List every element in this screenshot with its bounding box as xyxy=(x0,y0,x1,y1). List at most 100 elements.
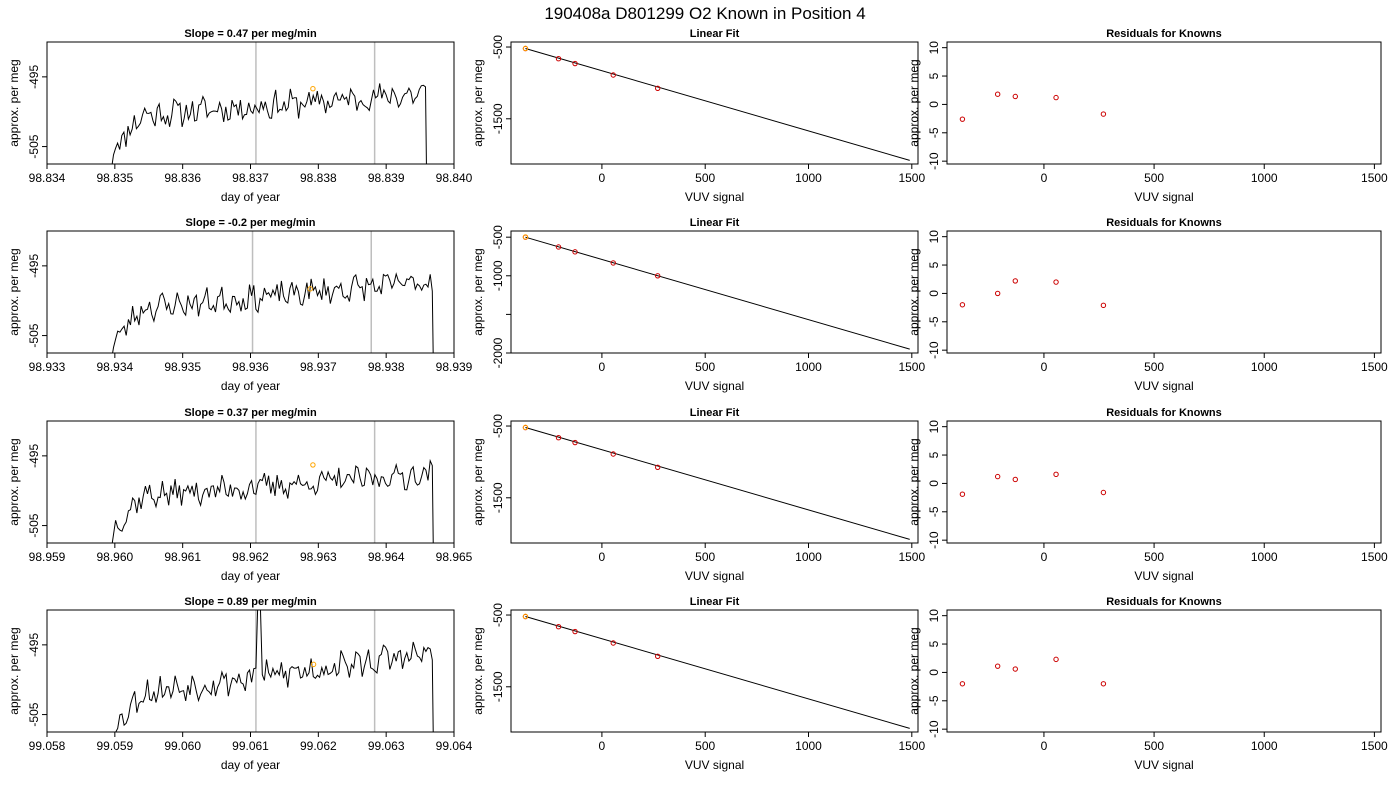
x-tick-label: 99.063 xyxy=(368,739,405,753)
y-axis-label: approx. per meg xyxy=(7,59,21,146)
signal-trace xyxy=(112,272,434,353)
mean-marker xyxy=(307,286,313,292)
data-point xyxy=(959,116,966,122)
x-tick-label: 0 xyxy=(599,739,606,753)
y-axis-label: approx. per meg xyxy=(907,438,921,525)
plot-frame xyxy=(46,230,455,354)
data-point xyxy=(610,640,616,646)
x-axis-label: VUV signal xyxy=(1134,379,1193,393)
x-tick-label: 1000 xyxy=(1251,360,1278,374)
data-point xyxy=(1053,471,1059,478)
x-tick-label: 99.061 xyxy=(232,739,269,753)
data-point xyxy=(994,290,1001,297)
x-tick-label: 1000 xyxy=(1251,739,1278,753)
data-point xyxy=(1100,489,1107,496)
chart-panel-4: Slope = -0.2 per meg/min day of year appro… xyxy=(7,217,473,393)
y-tick-label: -5 xyxy=(927,506,941,517)
x-tick-label: 0 xyxy=(1041,171,1048,185)
x-tick-label: 1000 xyxy=(795,550,822,564)
data-point xyxy=(1053,279,1059,285)
plot-frame xyxy=(946,420,1382,544)
y-tick-label: -495 xyxy=(27,254,41,278)
y-tick-label: -5 xyxy=(927,316,941,327)
x-axis-label: VUV signal xyxy=(1134,569,1193,583)
x-tick-label: 500 xyxy=(695,171,715,185)
x-tick-label: 98.959 xyxy=(29,550,66,564)
plot-frame xyxy=(510,420,919,544)
x-tick-label: 500 xyxy=(695,360,715,374)
data-point xyxy=(610,72,616,78)
signal-trace xyxy=(111,458,434,543)
chart-title: Residuals for Knowns xyxy=(1106,217,1222,229)
y-tick-label: -505 xyxy=(27,702,41,726)
x-tick-label: 98.935 xyxy=(164,360,201,374)
x-tick-label: 1500 xyxy=(1361,739,1388,753)
x-axis-label: day of year xyxy=(221,569,280,583)
data-point xyxy=(654,464,661,470)
data-point xyxy=(1012,93,1018,100)
fit-line xyxy=(525,47,910,161)
plot-area xyxy=(522,613,910,729)
data-point xyxy=(572,628,578,635)
x-tick-label: 1500 xyxy=(1361,360,1388,374)
y-tick-label: -495 xyxy=(27,65,41,89)
y-tick-label: 5 xyxy=(927,261,941,268)
fit-line xyxy=(525,426,910,540)
y-tick-label: -1500 xyxy=(491,482,505,513)
chart-panel-3: Residuals for Knowns VUV signal approx. pe… xyxy=(907,28,1388,204)
x-axis-label: VUV signal xyxy=(685,379,744,393)
plot-area xyxy=(522,424,910,540)
x-tick-label: 500 xyxy=(1144,171,1164,185)
x-tick-label: 98.936 xyxy=(232,360,269,374)
chart-panel-6: Residuals for Knowns VUV signal approx. pe… xyxy=(907,217,1388,393)
x-axis-label: VUV signal xyxy=(1134,758,1193,772)
y-tick-label: -10 xyxy=(927,152,941,170)
fit-line xyxy=(525,236,910,350)
y-tick-label: 10 xyxy=(927,230,941,244)
x-tick-label: 500 xyxy=(695,739,715,753)
plot-frame xyxy=(510,609,919,733)
y-tick-label: 5 xyxy=(927,640,941,647)
data-point xyxy=(572,249,578,255)
chart-title: Slope = 0.37 per meg/min xyxy=(184,407,317,419)
x-tick-label: 500 xyxy=(1144,550,1164,564)
y-tick-label: -500 xyxy=(491,414,505,438)
x-axis-label: VUV signal xyxy=(685,190,744,204)
y-axis-label: approx. per meg xyxy=(907,248,921,335)
x-tick-label: 1000 xyxy=(795,739,822,753)
data-point xyxy=(994,663,1001,669)
y-tick-label: 0 xyxy=(927,290,941,297)
data-point xyxy=(1053,94,1059,101)
plot-frame xyxy=(946,609,1382,733)
page-title: 190408a D801299 O2 Known in Position 4 xyxy=(544,4,865,23)
y-tick-label: 0 xyxy=(927,669,941,676)
y-axis-label: approx. per meg xyxy=(907,627,921,714)
x-tick-label: 98.934 xyxy=(96,360,133,374)
plot-area xyxy=(959,656,1107,687)
x-tick-label: 98.939 xyxy=(436,360,473,374)
x-tick-label: 1000 xyxy=(1251,550,1278,564)
plot-area xyxy=(959,91,1107,122)
data-point xyxy=(959,302,966,308)
data-point xyxy=(654,653,661,659)
x-tick-label: 1500 xyxy=(1361,171,1388,185)
mean-marker xyxy=(310,462,316,468)
y-tick-label: -1000 xyxy=(491,260,505,291)
x-tick-label: 1500 xyxy=(898,360,925,374)
plot-frame xyxy=(46,609,455,733)
x-axis-label: day of year xyxy=(221,758,280,772)
x-tick-label: 98.937 xyxy=(300,360,337,374)
chart-title: Linear Fit xyxy=(690,407,740,419)
data-point xyxy=(959,491,966,497)
y-tick-label: 10 xyxy=(927,420,941,434)
x-tick-label: 0 xyxy=(1041,739,1048,753)
x-tick-label: 98.964 xyxy=(368,550,405,564)
data-point xyxy=(1012,476,1018,483)
plot-frame xyxy=(510,230,919,354)
y-tick-label: -500 xyxy=(491,603,505,627)
chart-panel-12: Residuals for Knowns VUV signal approx. pe… xyxy=(907,596,1388,772)
data-point xyxy=(610,260,616,266)
data-point xyxy=(572,60,578,67)
